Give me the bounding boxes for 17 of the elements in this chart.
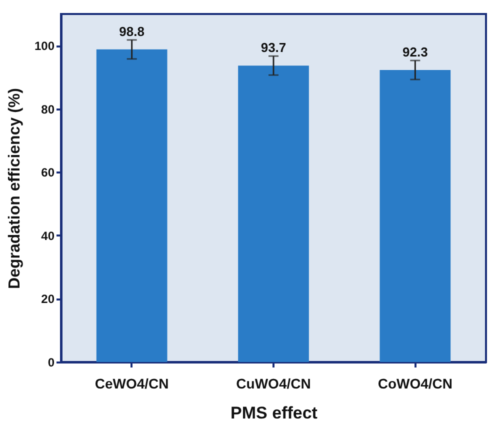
bar — [380, 70, 451, 362]
y-tick-label: 40 — [41, 228, 55, 243]
x-tick-label: CuWO4/CN — [236, 376, 311, 392]
x-axis-title: PMS effect — [230, 404, 318, 422]
y-axis-title: Degradation efficiency (%) — [6, 88, 24, 289]
y-tick-label: 100 — [34, 39, 55, 54]
y-tick-label: 80 — [41, 102, 55, 116]
y-tick-label: 20 — [41, 292, 55, 306]
y-tick-label: 0 — [48, 356, 55, 370]
bar — [96, 49, 168, 362]
x-tick-label: CeWO4/CN — [94, 376, 169, 392]
data-label: 98.8 — [119, 24, 144, 39]
data-label: 93.7 — [260, 40, 286, 56]
bar — [238, 66, 309, 362]
y-tick-label: 60 — [41, 166, 55, 180]
data-label: 92.3 — [402, 44, 428, 60]
x-tick-label: CoWO4/CN — [378, 376, 453, 392]
